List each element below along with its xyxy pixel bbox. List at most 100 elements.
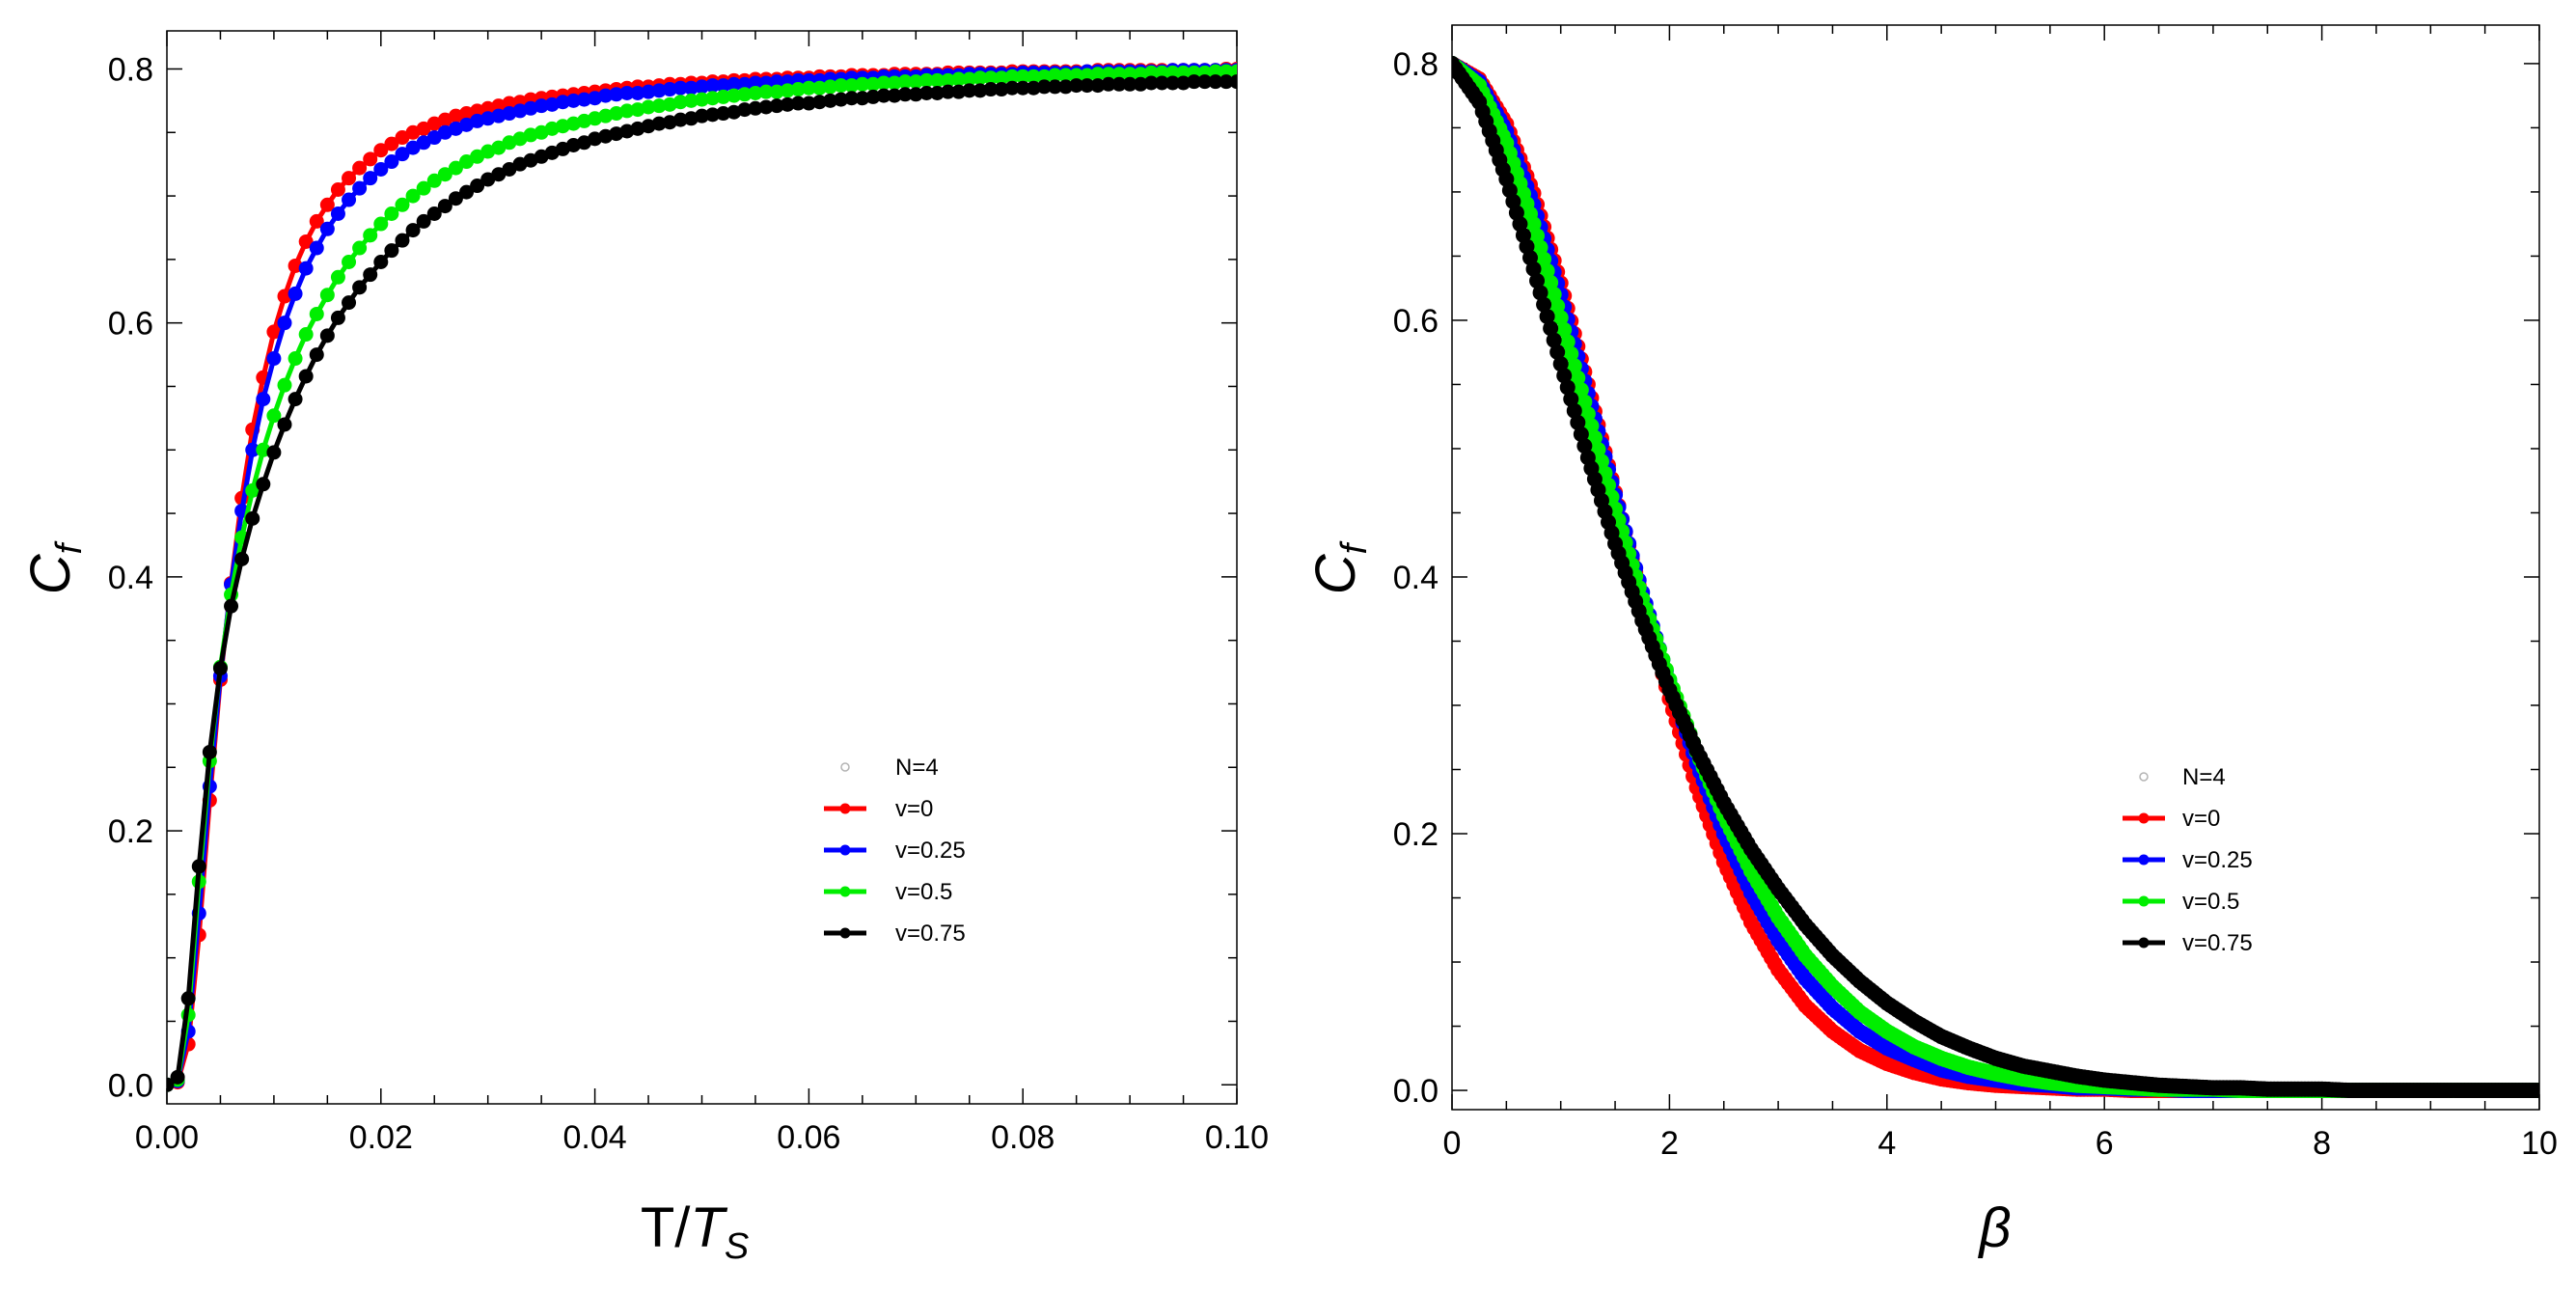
data-point bbox=[929, 72, 945, 88]
data-point bbox=[929, 85, 945, 100]
data-point bbox=[448, 160, 463, 176]
data-point bbox=[202, 744, 217, 759]
data-point bbox=[1143, 65, 1159, 80]
data-point bbox=[737, 87, 753, 102]
data-point bbox=[1154, 75, 1169, 91]
y-axis-label-subscript: f bbox=[1334, 540, 1375, 554]
x-tick-label: 10 bbox=[2521, 1125, 2558, 1162]
y-axis-label-main: C bbox=[1304, 553, 1367, 594]
data-point bbox=[224, 598, 239, 614]
data-point bbox=[811, 95, 827, 110]
data-point bbox=[1539, 262, 1555, 279]
data-point bbox=[384, 243, 399, 259]
y-tick-label: 0.6 bbox=[1393, 303, 1439, 340]
data-point bbox=[416, 180, 431, 196]
data-point bbox=[737, 76, 753, 92]
data-point bbox=[1543, 320, 1559, 337]
x-axis-label-main: T/ bbox=[641, 1196, 691, 1259]
data-point bbox=[619, 85, 635, 100]
data-point bbox=[748, 85, 763, 100]
series-v-0-5-markers bbox=[1452, 55, 2539, 1099]
data-point bbox=[726, 88, 742, 103]
y-tick-label: 0.8 bbox=[108, 51, 153, 88]
data-point bbox=[395, 147, 410, 162]
legend-label: v=0 bbox=[2182, 806, 2220, 832]
data-point bbox=[834, 78, 849, 94]
data-point bbox=[395, 233, 410, 248]
data-point bbox=[1536, 296, 1552, 313]
data-point bbox=[1176, 65, 1192, 80]
data-point bbox=[1090, 67, 1106, 82]
legend-marker bbox=[839, 803, 851, 814]
data-point bbox=[962, 83, 977, 98]
data-point bbox=[855, 91, 870, 106]
data-point bbox=[298, 327, 314, 343]
legend-marker bbox=[2138, 937, 2150, 948]
data-point bbox=[897, 74, 913, 90]
data-point bbox=[1047, 79, 1062, 95]
data-point bbox=[1058, 79, 1074, 95]
data-point bbox=[426, 173, 442, 188]
legend-label: v=0.5 bbox=[2182, 889, 2239, 915]
data-point bbox=[737, 102, 753, 118]
legend-label: v=0.25 bbox=[895, 838, 966, 864]
data-point bbox=[309, 213, 324, 229]
legend-entry: v=0 bbox=[2123, 806, 2220, 832]
data-point bbox=[672, 112, 688, 127]
data-point bbox=[373, 143, 389, 158]
data-point bbox=[1546, 287, 1562, 303]
legend-entry: v=0 bbox=[824, 796, 933, 822]
data-point bbox=[1036, 79, 1052, 95]
data-point bbox=[918, 85, 934, 100]
data-point bbox=[630, 85, 645, 100]
data-point bbox=[1133, 67, 1148, 82]
data-point bbox=[897, 87, 913, 102]
data-point bbox=[577, 92, 592, 107]
data-point bbox=[1101, 76, 1116, 92]
data-point bbox=[1563, 391, 1579, 407]
y-tick-label: 0.0 bbox=[108, 1067, 153, 1104]
data-point bbox=[426, 206, 442, 222]
data-point bbox=[288, 351, 303, 367]
data-point bbox=[448, 191, 463, 206]
data-point bbox=[1536, 251, 1552, 267]
legend: N=4 v=0 v=0.25 v=0.5 v=0.75 bbox=[2123, 764, 2253, 956]
data-point bbox=[1069, 78, 1084, 94]
data-point bbox=[277, 316, 292, 331]
legend-entry: v=0.5 bbox=[2123, 889, 2239, 915]
legend-entry: N=4 bbox=[2139, 764, 2226, 790]
data-point bbox=[1543, 274, 1559, 290]
plot-frame bbox=[1451, 24, 2540, 1111]
series-v-0-25-markers bbox=[1452, 55, 2539, 1099]
data-point bbox=[887, 75, 902, 91]
data-point bbox=[908, 74, 923, 90]
data-point bbox=[823, 79, 838, 95]
data-point bbox=[1069, 68, 1084, 83]
y-axis-label: Cf bbox=[19, 540, 90, 594]
data-point bbox=[769, 98, 784, 114]
data-point bbox=[844, 78, 860, 94]
x-tick-label: 0.00 bbox=[135, 1119, 199, 1156]
data-point bbox=[1573, 426, 1589, 442]
data-point bbox=[266, 351, 282, 367]
legend-marker-hollow bbox=[2139, 772, 2149, 782]
data-point bbox=[619, 103, 635, 119]
y-tick-label: 0.4 bbox=[1393, 560, 1439, 596]
data-point bbox=[266, 408, 282, 424]
y-axis-label-subscript: f bbox=[49, 540, 90, 554]
data-point bbox=[1539, 308, 1555, 324]
data-point bbox=[801, 96, 816, 111]
legend-marker bbox=[839, 886, 851, 897]
data-point bbox=[245, 482, 260, 498]
data-point bbox=[672, 95, 688, 110]
data-point bbox=[672, 80, 688, 96]
data-point bbox=[1122, 67, 1137, 82]
x-tick-label: 2 bbox=[1660, 1125, 1679, 1162]
data-point bbox=[288, 392, 303, 407]
data-point bbox=[1004, 69, 1020, 84]
data-point bbox=[277, 417, 292, 432]
data-point bbox=[1559, 334, 1576, 350]
data-point bbox=[1015, 80, 1030, 96]
data-point bbox=[769, 74, 784, 90]
x-tick-label: 8 bbox=[2313, 1125, 2331, 1162]
